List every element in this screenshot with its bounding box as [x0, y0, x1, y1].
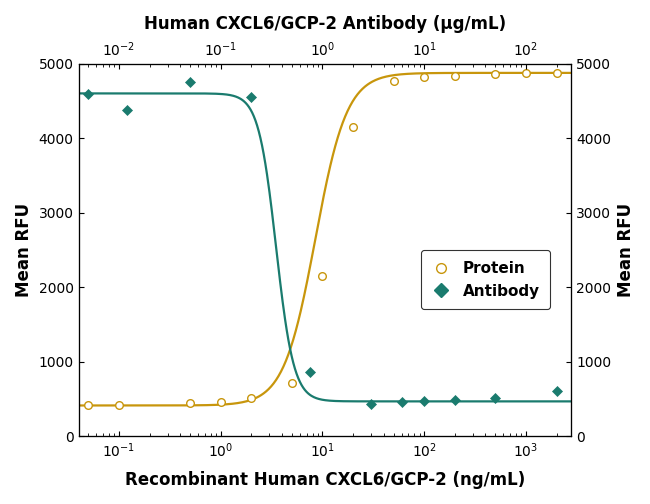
- X-axis label: Recombinant Human CXCL6/GCP-2 (ng/mL): Recombinant Human CXCL6/GCP-2 (ng/mL): [125, 471, 525, 489]
- Y-axis label: Mean RFU: Mean RFU: [15, 203, 33, 297]
- Y-axis label: Mean RFU: Mean RFU: [617, 203, 635, 297]
- X-axis label: Human CXCL6/GCP-2 Antibody (μg/mL): Human CXCL6/GCP-2 Antibody (μg/mL): [144, 15, 506, 33]
- Legend: Protein, Antibody: Protein, Antibody: [421, 250, 551, 309]
